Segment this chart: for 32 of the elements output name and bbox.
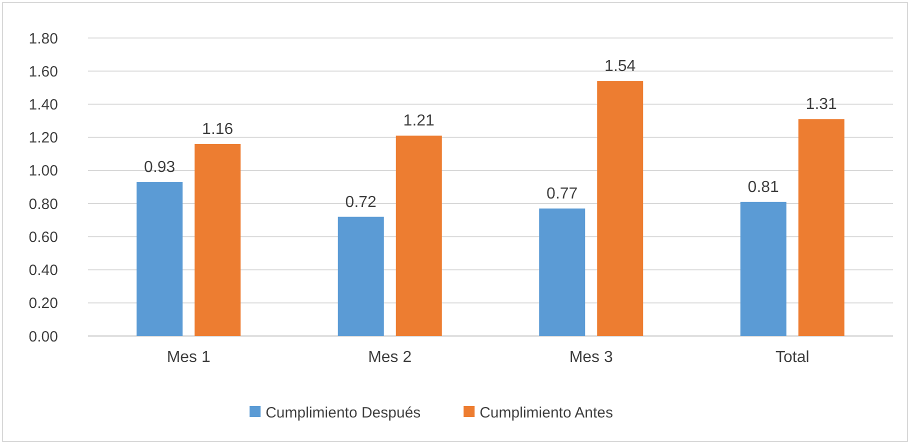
data-label: 0.72 xyxy=(345,194,377,211)
y-tick-label: 0.80 xyxy=(28,196,58,213)
y-tick-label: 1.60 xyxy=(28,63,58,80)
data-label: 1.16 xyxy=(202,120,234,138)
x-tick-label: Total xyxy=(775,349,810,366)
bar xyxy=(539,208,586,336)
y-tick-label: 0.20 xyxy=(28,295,58,312)
bar xyxy=(740,202,786,336)
bar xyxy=(194,144,241,336)
legend-label: Cumplimiento Después xyxy=(266,404,421,422)
data-label: 1.21 xyxy=(403,112,435,130)
data-label: 0.93 xyxy=(144,159,176,176)
bar xyxy=(136,182,183,336)
y-tick-label: 0.40 xyxy=(28,262,58,280)
x-tick-label: Mes 1 xyxy=(166,349,211,366)
bar xyxy=(597,81,644,336)
y-tick-label: 1.20 xyxy=(28,130,58,147)
legend-label: Cumplimiento Antes xyxy=(480,404,614,422)
y-tick-label: 1.00 xyxy=(28,162,58,180)
data-label: 0.77 xyxy=(546,186,578,203)
y-tick-label: 1.80 xyxy=(28,30,58,48)
x-tick-label: Mes 3 xyxy=(569,349,614,366)
data-label: 1.31 xyxy=(806,96,838,114)
y-tick-label: 0.60 xyxy=(28,228,58,246)
bar xyxy=(338,216,384,336)
bar xyxy=(396,136,442,336)
data-label: 1.54 xyxy=(604,58,636,76)
y-tick-label: 1.40 xyxy=(28,96,58,114)
x-tick-label: Mes 2 xyxy=(368,349,412,366)
bar xyxy=(798,119,844,336)
y-tick-label: 0.00 xyxy=(28,328,58,346)
data-label: 0.81 xyxy=(748,178,780,196)
